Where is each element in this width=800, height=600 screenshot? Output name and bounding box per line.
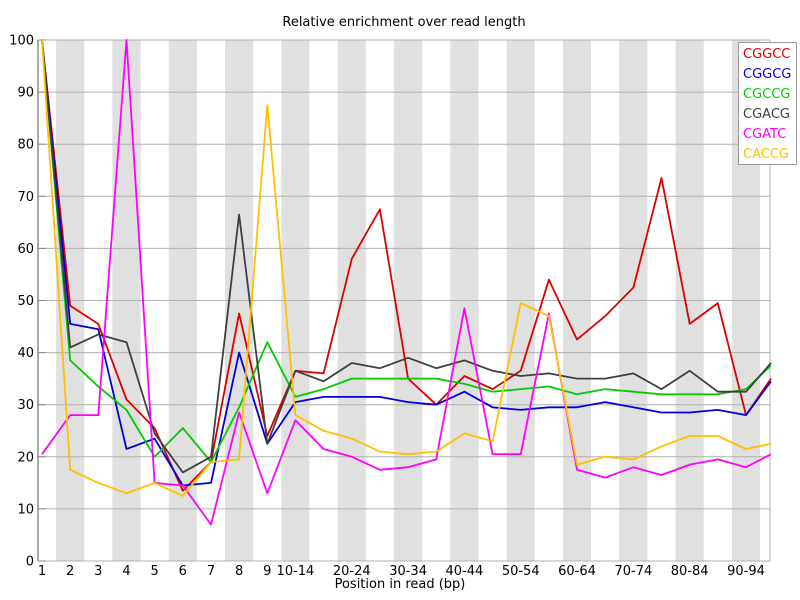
legend-entry-CGATC: CGATC [743,127,786,142]
y-tick-label: 80 [17,138,34,153]
x-tick-label: 7 [207,564,215,579]
x-tick-label: 10-14 [277,564,315,579]
y-tick-label: 0 [26,555,34,570]
legend-entry-CGACG: CGACG [743,107,790,122]
series-line-CGACG [41,39,772,474]
x-tick-label: 20-24 [333,564,371,579]
chart-title: Relative enrichment over read length [282,15,526,30]
y-tick-label: 70 [17,190,34,205]
x-tick-label: 30-34 [389,564,427,579]
y-tick-label: 90 [17,86,34,101]
series-line-CGATC [41,39,772,526]
x-tick-label: 8 [235,564,243,579]
series-line-CGGCG [41,39,772,487]
y-tick-label: 10 [17,502,34,517]
legend-entry-CGGCG: CGGCG [743,67,791,82]
x-tick-label: 50-54 [502,564,540,579]
y-tick-label: 20 [17,450,34,465]
x-tick-label: 40-44 [446,564,484,579]
x-tick-label: 90-94 [727,564,765,579]
legend-entry-CGCCG: CGCCG [743,87,790,102]
y-tick-label: 40 [17,346,34,361]
x-axis-title: Position in read (bp) [334,577,466,592]
x-tick-label: 9 [263,564,271,579]
legend-entry-CACCG: CACCG [743,147,789,162]
x-tick-label: 2 [66,564,74,579]
x-tick-label: 70-74 [614,564,652,579]
x-tick-label: 1 [38,564,46,579]
x-tick-label: 60-64 [558,564,596,579]
x-tick-label: 6 [179,564,187,579]
x-tick-label: 5 [150,564,158,579]
x-tick-label: 80-84 [671,564,709,579]
y-tick-label: 50 [17,294,34,309]
legend-box [738,42,797,165]
x-tick-label: 4 [122,564,130,579]
legend-entry-CGGCC: CGGCC [743,47,790,62]
y-tick-label: 30 [17,398,34,413]
y-tick-label: 60 [17,242,34,257]
y-tick-label: 100 [9,34,34,49]
series-line-CACCG [41,39,772,497]
x-tick-label: 3 [94,564,102,579]
